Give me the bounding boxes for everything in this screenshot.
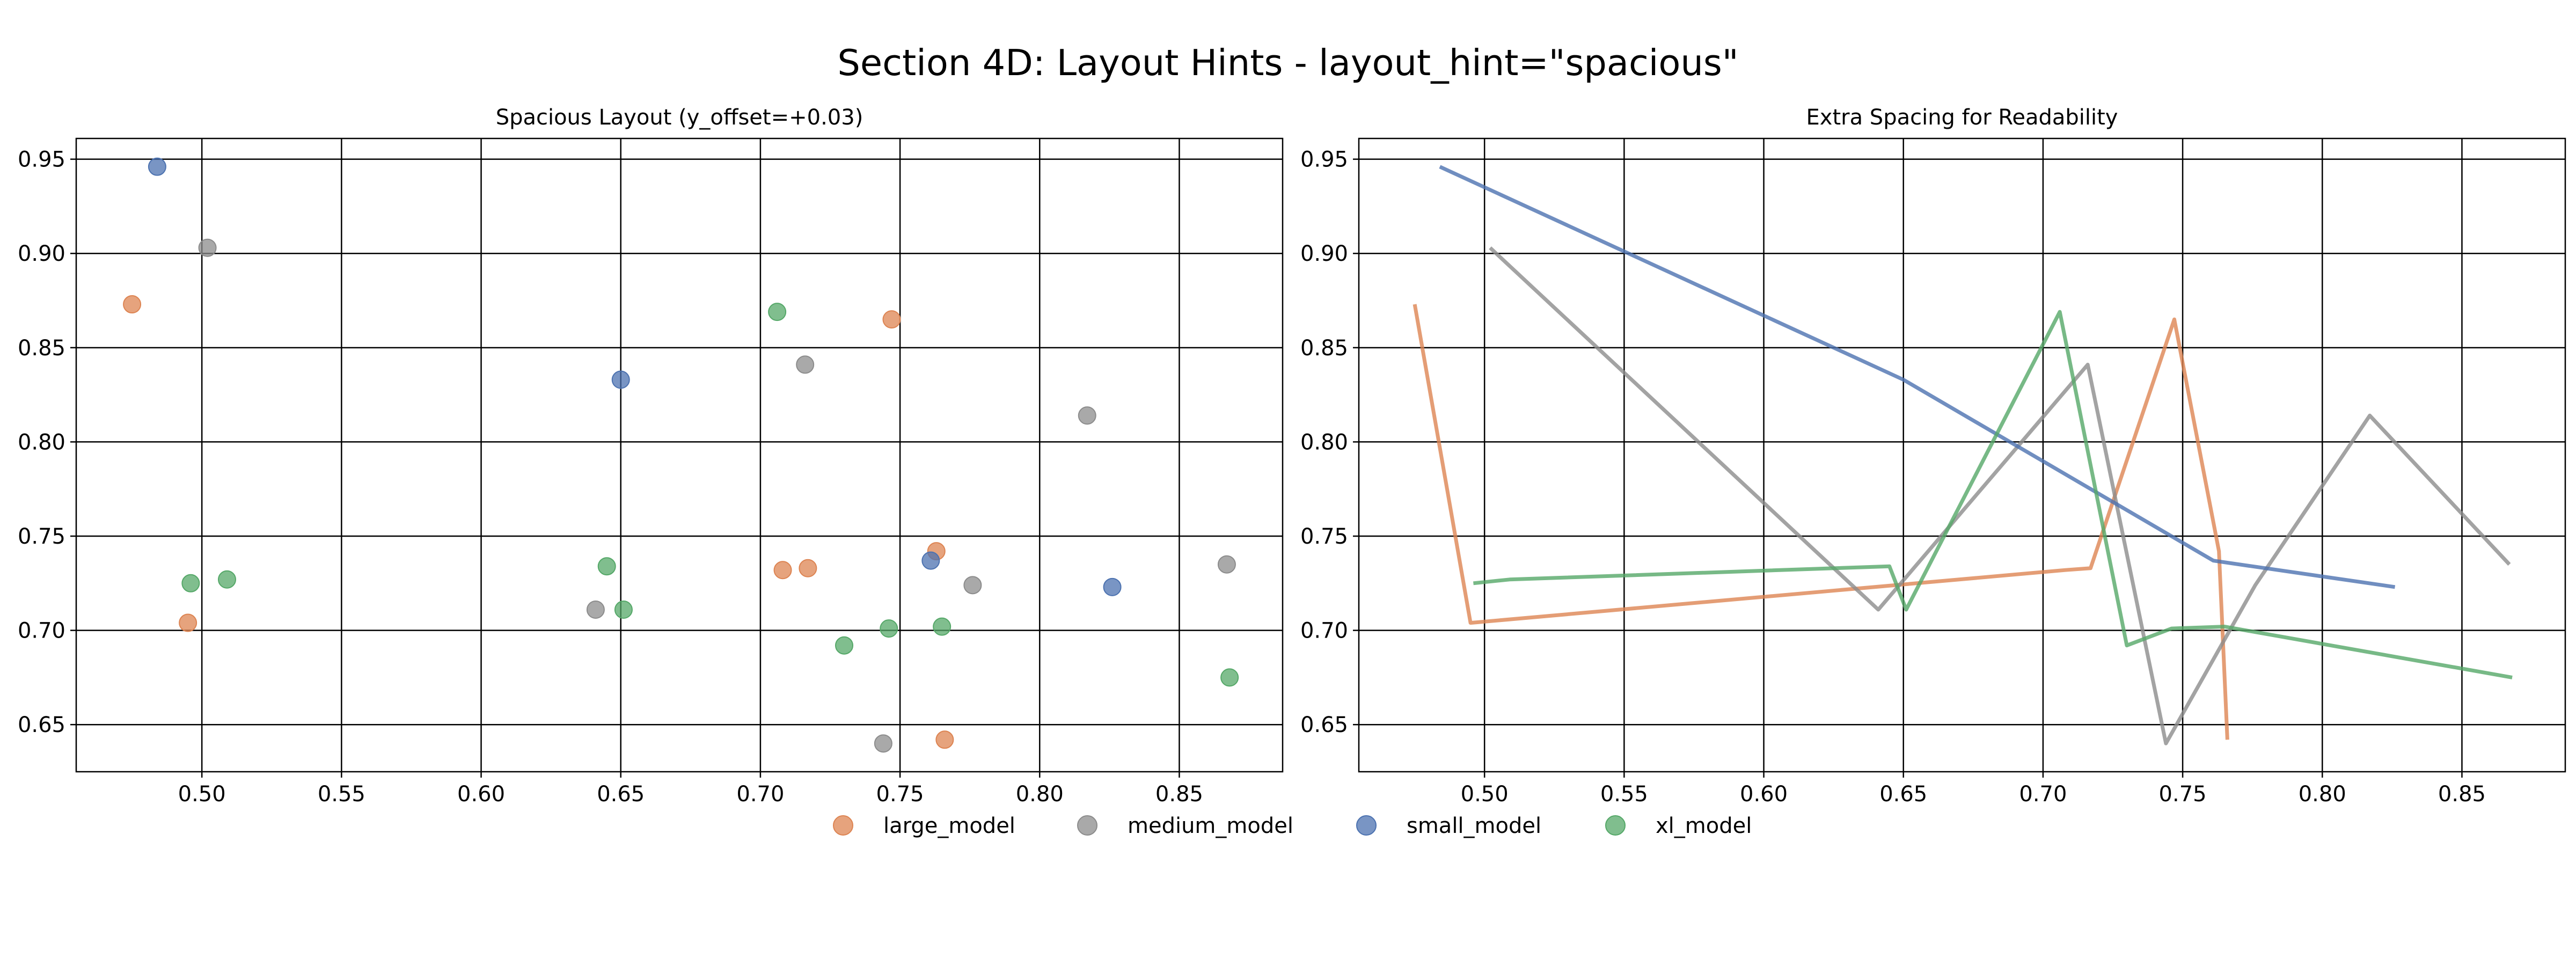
scatter-point-medium_model [1217,555,1236,574]
x-tick-label: 0.55 [1600,782,1648,807]
legend-item-medium_model: medium_model [1077,814,1293,838]
scatter-point-medium_model [1078,406,1096,425]
y-tick-label: 0.70 [1300,619,1348,643]
y-tick-label: 0.75 [1300,524,1348,549]
x-tick-label: 0.80 [1016,782,1064,807]
series-line-small_model [1439,165,2396,589]
scatter-point-medium_model [874,734,892,753]
scatter-point-large_model [935,730,954,749]
x-tick-label: 0.50 [1461,782,1509,807]
scatter-point-large_model [773,561,792,580]
legend-label: medium_model [1128,814,1293,838]
scatter-point-xl_model [614,600,633,619]
y-tick-label: 0.65 [1300,713,1348,737]
legend-marker [1356,815,1377,836]
scatter-point-xl_model [880,619,898,638]
series-line-medium_model [1489,246,2511,745]
legend: large_model medium_model small_model xl_mod… [833,814,1752,838]
y-tick-label: 0.85 [1300,336,1348,361]
scatter-point-xl_model [218,570,236,589]
legend-marker [1605,815,1626,836]
scatter-point-large_model [123,295,142,314]
y-tick-label: 0.95 [1300,148,1348,172]
scatter-point-xl_model [768,303,787,321]
scatter-point-xl_model [181,574,200,592]
panel-title: Spacious Layout (y_offset=+0.03) [496,105,863,130]
series-line-large_model [1413,304,2229,740]
legend-marker [833,815,853,836]
x-tick-label: 0.55 [318,782,365,807]
scatter-point-small_model [148,157,166,176]
legend-item-large_model: large_model [833,814,1015,838]
legend-item-small_model: small_model [1356,814,1541,838]
y-tick-label: 0.65 [18,713,65,737]
x-tick-label: 0.70 [2019,782,2067,807]
y-tick-label: 0.80 [18,430,65,455]
y-tick-label: 0.70 [18,619,65,643]
x-tick-label: 0.50 [178,782,226,807]
scatter-point-large_model [882,310,901,329]
x-tick-label: 0.85 [2438,782,2486,807]
y-tick-label: 0.85 [18,336,65,361]
scatter-point-medium_model [963,576,982,595]
line-panel: Extra Spacing for Readability 0.50 0.55 0.6… [1300,105,2566,807]
legend-label: xl_model [1656,814,1752,838]
legend-marker [1077,815,1097,836]
scatter-point-small_model [921,551,940,570]
scatter-point-large_model [799,559,817,577]
axes-frame [75,137,1284,773]
x-tick-label: 0.80 [2299,782,2346,807]
x-tick-label: 0.60 [1740,782,1788,807]
y-tick-label: 0.80 [1300,430,1348,455]
axes-frame [1358,137,2566,773]
scatter-point-xl_model [1220,668,1239,687]
scatter-point-xl_model [933,617,952,636]
scatter-point-small_model [611,370,630,389]
scatter-point-xl_model [597,557,616,576]
scatter-point-large_model [179,613,197,632]
legend-item-xl_model: xl_model [1605,814,1752,838]
scatter-point-small_model [1103,577,1122,596]
x-tick-label: 0.85 [1155,782,1203,807]
series-line-xl_model [1473,310,2513,679]
legend-label: large_model [883,814,1015,838]
scatter-point-medium_model [198,238,217,257]
scatter-point-xl_model [835,636,854,655]
legend-label: small_model [1407,814,1541,838]
x-tick-label: 0.65 [597,782,645,807]
x-tick-label: 0.60 [457,782,505,807]
x-tick-label: 0.75 [876,782,924,807]
scatter-point-medium_model [586,600,605,619]
panel-title: Extra Spacing for Readability [1806,105,2118,130]
y-tick-label: 0.90 [1300,241,1348,266]
y-tick-label: 0.95 [18,148,65,172]
scatter-point-medium_model [796,355,815,374]
figure-title: Section 4D: Layout Hints - layout_hint="… [837,42,1738,84]
y-tick-label: 0.90 [18,241,65,266]
x-tick-label: 0.75 [2159,782,2207,807]
y-tick-label: 0.75 [18,524,65,549]
x-tick-label: 0.65 [1879,782,1927,807]
x-tick-label: 0.70 [736,782,784,807]
scatter-panel: Spacious Layout (y_offset=+0.03) 0.50 0.55… [18,105,1284,807]
